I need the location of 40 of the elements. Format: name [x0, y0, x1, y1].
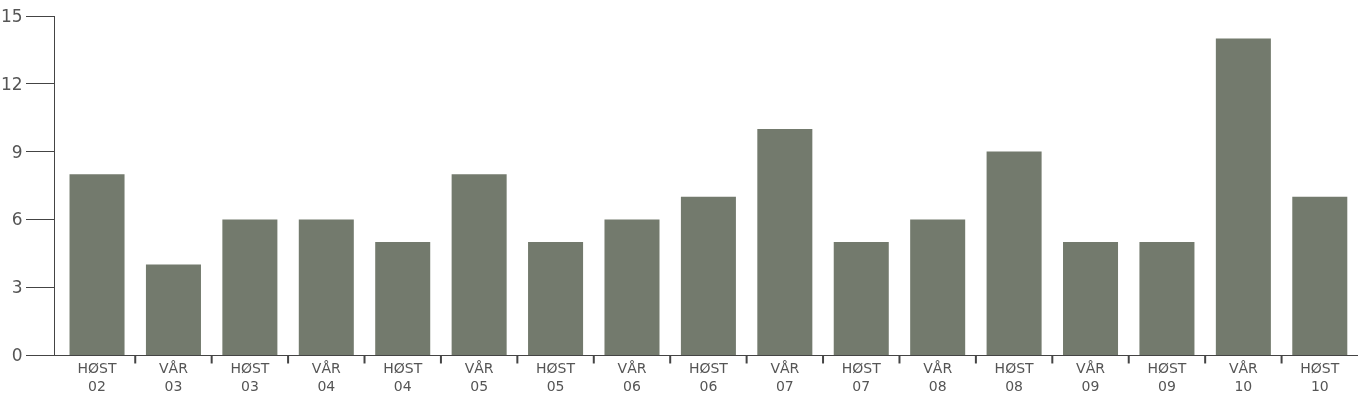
x-tick-label: VÅR 07	[770, 359, 800, 394]
x-tick-label: VÅR 08	[923, 359, 953, 394]
x-tick-label: VÅR 04	[311, 359, 342, 394]
x-tick-label: VÅR 10	[1228, 359, 1259, 394]
x-tick-label: VÅR 06	[617, 359, 647, 394]
y-tick-label: 3	[11, 277, 23, 298]
bar	[528, 242, 584, 355]
x-tick-label: VÅR 05	[464, 359, 494, 394]
bar	[1139, 242, 1195, 355]
bar	[1292, 196, 1348, 355]
x-tick-label: HØST 03	[230, 359, 270, 394]
bar	[986, 151, 1042, 355]
bar	[910, 219, 966, 355]
x-tick-label: HØST 04	[383, 359, 423, 394]
bar	[451, 174, 507, 355]
y-tick-label: 0	[11, 344, 23, 365]
y-tick-label: 12	[0, 73, 23, 94]
bar	[375, 242, 431, 355]
bar	[680, 196, 736, 355]
bar	[69, 174, 125, 355]
bar	[1063, 242, 1119, 355]
x-tick-label: HØST 05	[536, 359, 576, 394]
y-tick-label: 9	[11, 141, 23, 162]
x-tick-label: HØST 07	[841, 359, 882, 394]
bar	[222, 219, 278, 355]
x-tick-label: VÅR 09	[1076, 359, 1106, 394]
x-tick-label: HØST 08	[994, 359, 1035, 394]
x-tick-label: VÅR 03	[159, 359, 189, 394]
bar	[757, 129, 813, 355]
y-tick-label: 15	[0, 5, 23, 26]
x-tick-label: HØST 06	[688, 359, 729, 394]
y-tick-label: 6	[11, 209, 23, 230]
bar	[298, 219, 354, 355]
x-tick-label: HØST 02	[77, 359, 117, 394]
bar	[1215, 38, 1271, 355]
x-tick-label: HØST 09	[1147, 359, 1187, 394]
bar	[145, 264, 201, 355]
x-tick-label: HØST 10	[1300, 359, 1340, 394]
bar	[604, 219, 660, 355]
bar	[833, 242, 889, 355]
